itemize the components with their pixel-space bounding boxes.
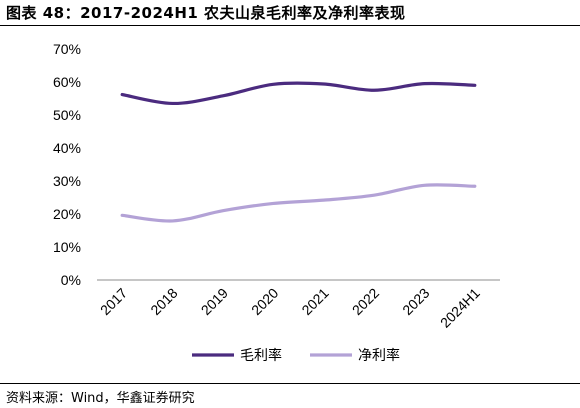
x-tick-label: 2021 [298,285,331,318]
series-line-0 [120,81,477,106]
x-tick-label: 2020 [248,285,281,318]
y-tick-label: 70% [53,41,81,57]
y-tick-label: 30% [53,173,81,189]
legend: 毛利率 净利率 [192,347,400,364]
x-axis: 2017 2018 2019 2020 2021 2022 2023 2024H1 [97,279,500,331]
y-tick-label: 50% [53,107,81,123]
legend-label-1: 净利率 [358,347,400,364]
y-axis: 0% 10% 20% 30% 40% 50% 60% 70% [53,41,81,288]
series-line-1 [120,183,477,223]
top-rule [0,25,580,26]
chart-title: 图表 48：2017-2024H1 农夫山泉毛利率及净利率表现 [6,4,406,22]
x-tick-label: 2022 [349,285,382,318]
x-tick-label: 2018 [147,285,180,318]
y-tick-label: 0% [61,272,81,288]
x-tick-label: 2019 [198,285,231,318]
y-tick-label: 20% [53,206,81,222]
line-chart: 0% 10% 20% 30% 40% 50% 60% 70% 2017 2018 2019 2020… [53,41,500,364]
y-tick-label: 40% [53,140,81,156]
x-tick-label: 2024H1 [437,285,483,331]
x-tick-label: 2023 [399,285,432,318]
bottom-rule [0,383,580,384]
y-tick-label: 60% [53,74,81,90]
x-tick-label: 2017 [97,285,130,318]
series-layer [120,81,477,223]
legend-label-0: 毛利率 [240,347,282,364]
source-note: 资料来源：Wind，华鑫证券研究 [6,391,195,406]
y-tick-label: 10% [53,239,81,255]
